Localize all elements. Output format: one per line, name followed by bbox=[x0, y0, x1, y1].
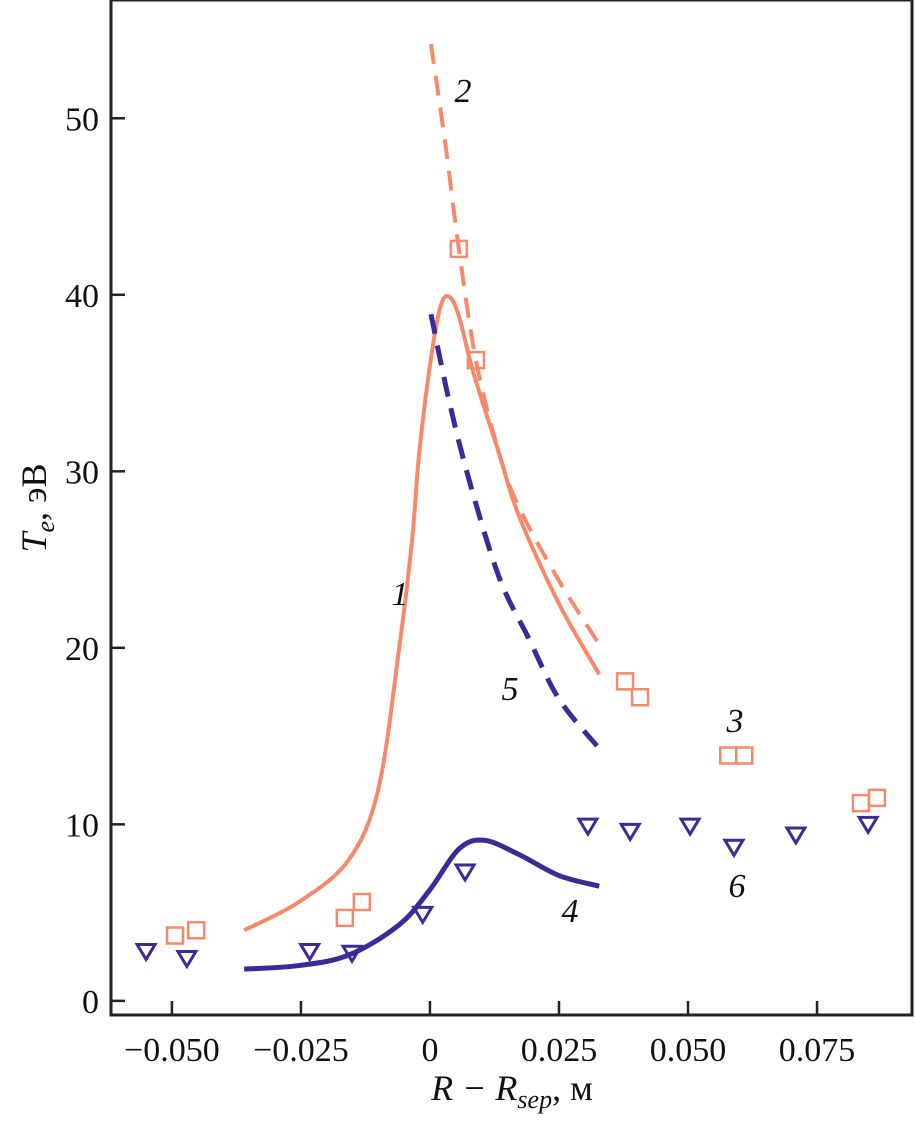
x-tick-label: 0 bbox=[421, 1032, 438, 1069]
curve-label-1: 1 bbox=[392, 576, 409, 613]
axis-ticks: −0.050 −0.025 0 0.025 0.050 0.075 0 10 20 30 40 50 bbox=[65, 101, 855, 1069]
triangle-marker-6 bbox=[722, 838, 746, 859]
x-tick-label: 0.025 bbox=[521, 1032, 598, 1069]
curve-label-4: 4 bbox=[562, 893, 579, 930]
x-tick-label: 0.050 bbox=[650, 1032, 727, 1069]
plot-frame bbox=[109, 0, 914, 1017]
triangle-marker-6 bbox=[856, 815, 880, 836]
square-marker-3 bbox=[735, 746, 754, 765]
square-marker-3 bbox=[615, 672, 635, 691]
triangle-marker-6 bbox=[678, 817, 702, 838]
curve-5 bbox=[428, 313, 602, 751]
curve-label-6: 6 bbox=[729, 868, 746, 905]
y-tick-label: 30 bbox=[65, 454, 99, 491]
x-axis-label: R − Rsep, м bbox=[430, 1068, 593, 1114]
triangle-marker-6 bbox=[298, 942, 322, 963]
square-marker-3 bbox=[165, 926, 185, 945]
curve-2 bbox=[429, 43, 601, 646]
plot-marks: 1 2 3 4 5 6 bbox=[134, 43, 887, 972]
curve-label-2: 2 bbox=[455, 73, 472, 110]
square-marker-3 bbox=[851, 793, 871, 813]
triangle-marker-6 bbox=[134, 942, 158, 963]
y-axis-label: Te, эВ bbox=[14, 463, 60, 552]
curve-4 bbox=[243, 837, 600, 972]
square-marker-3 bbox=[449, 239, 469, 259]
triangle-marker-6 bbox=[175, 950, 199, 970]
square-marker-3 bbox=[352, 892, 372, 912]
square-marker-3 bbox=[335, 908, 355, 928]
y-tick-label: 20 bbox=[65, 631, 99, 668]
triangle-marker-6 bbox=[411, 905, 435, 926]
x-tick-label: −0.025 bbox=[253, 1032, 349, 1069]
square-marker-3 bbox=[186, 921, 206, 940]
triangle-marker-6 bbox=[618, 822, 642, 843]
y-tick-label: 40 bbox=[65, 278, 99, 315]
y-tick-label: 10 bbox=[65, 807, 99, 844]
square-marker-3 bbox=[867, 788, 887, 808]
curve-label-3: 3 bbox=[726, 703, 744, 740]
y-tick-label: 0 bbox=[82, 984, 99, 1021]
curve-label-5: 5 bbox=[502, 671, 519, 708]
triangle-marker-6 bbox=[784, 826, 808, 846]
square-marker-3 bbox=[466, 350, 486, 370]
curve-1 bbox=[243, 293, 601, 933]
square-marker-3 bbox=[630, 688, 650, 707]
y-tick-label: 50 bbox=[65, 101, 99, 138]
triangle-marker-6 bbox=[576, 817, 600, 838]
x-tick-label: 0.075 bbox=[779, 1032, 856, 1069]
square-marker-3 bbox=[719, 746, 738, 765]
triangle-marker-6 bbox=[453, 863, 477, 883]
triangle-marker-6 bbox=[340, 944, 364, 965]
x-tick-label: −0.050 bbox=[124, 1032, 220, 1069]
